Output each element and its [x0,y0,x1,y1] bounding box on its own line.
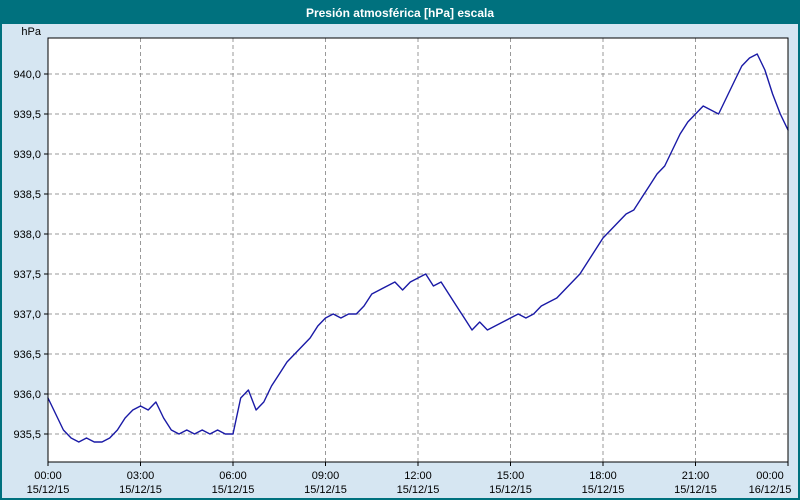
x-tick-time-label: 09:00 [312,470,340,482]
y-tick-label: 936,0 [13,389,41,401]
x-tick-time-label: 18:00 [589,470,617,482]
pressure-chart: 935,5 936,0 936,5 937,0 937,5 938,0 938,5 939,0… [13,26,792,496]
x-tick-date-label: 15/12/15 [119,484,162,496]
x-tick-time-label: 12:00 [404,470,432,482]
x-tick-date-label: 15/12/15 [582,484,625,496]
y-tick-label: 937,5 [13,269,41,281]
x-tick-date-label: 15/12/15 [397,484,440,496]
x-tick-time-label: 03:00 [127,470,155,482]
y-tick-label: 936,5 [13,349,41,361]
window-title: Presión atmosférica [hPa] escala [305,6,495,20]
x-tick-time-label: 15:00 [497,470,525,482]
x-tick-date-label: 16/12/15 [749,484,792,496]
x-tick-date-label: 15/12/15 [212,484,255,496]
y-tick-label: 938,0 [13,229,41,241]
chart-area: 935,5 936,0 936,5 937,0 937,5 938,0 938,5 939,0… [2,24,798,498]
x-tick-date-label: 15/12/15 [304,484,347,496]
x-tick-date-label: 15/12/15 [674,484,717,496]
pressure-line [47,53,789,443]
y-tick-label: 938,5 [13,189,41,201]
x-tick-time-label: 00:00 [34,470,62,482]
y-tick-label: 940,0 [13,69,41,81]
x-tick-date-label: 15/12/15 [489,484,532,496]
x-tick-time-label: 00:00 [756,470,784,482]
y-tick-label: 939,5 [13,109,41,121]
y-axis-unit-label: hPa [21,26,41,38]
y-tick-label: 939,0 [13,149,41,161]
x-tick-date-label: 15/12/15 [27,484,70,496]
x-tick-time-label: 21:00 [682,470,710,482]
x-tick-time-label: 06:00 [219,470,247,482]
y-tick-label: 935,5 [13,429,41,441]
y-tick-label: 937,0 [13,309,41,321]
title-bar: Presión atmosférica [hPa] escala [2,2,798,24]
